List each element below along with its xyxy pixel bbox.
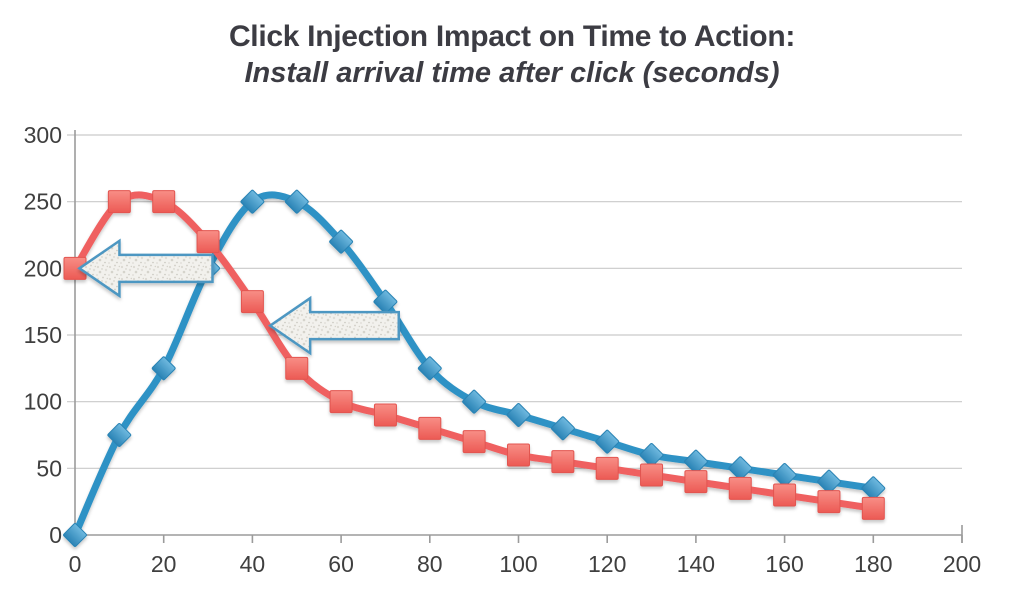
chart-title-line1: Click Injection Impact on Time to Action… [228, 20, 796, 53]
diamond-marker [373, 289, 398, 314]
square-marker [285, 356, 309, 380]
diamond-marker [462, 389, 486, 414]
red-square-series [63, 190, 885, 520]
diamond-marker [817, 469, 841, 494]
diamond-marker [284, 189, 309, 214]
x-tick-label: 140 [677, 551, 715, 577]
diamond-marker [417, 356, 442, 381]
x-tick-label: 80 [417, 551, 443, 577]
x-tick-label: 180 [854, 551, 892, 577]
square-marker [462, 430, 486, 454]
square-marker [684, 470, 708, 494]
y-tick-label: 50 [36, 455, 62, 481]
square-marker [728, 476, 752, 500]
diamond-marker [151, 356, 176, 381]
y-tick-label: 200 [24, 255, 62, 281]
diamond-marker [329, 229, 353, 254]
square-marker [107, 190, 131, 214]
red-square-series-line [71, 191, 877, 512]
square-marker [551, 450, 575, 474]
diamond-marker [63, 523, 87, 547]
diamond-marker [861, 476, 886, 501]
square-marker [507, 443, 530, 467]
square-marker [861, 496, 885, 520]
x-tick-label: 120 [588, 551, 626, 577]
y-tick-label: 150 [24, 322, 62, 348]
square-marker [817, 490, 841, 514]
x-tick-label: 200 [943, 551, 981, 577]
square-marker [595, 456, 619, 480]
shift-left-arrow-2 [267, 295, 401, 356]
diamond-marker [506, 403, 531, 427]
x-tick-label: 160 [765, 551, 803, 577]
diamond-marker [639, 443, 664, 467]
diamond-marker [551, 416, 575, 441]
square-marker [196, 230, 220, 254]
blue-diamond-series-line [71, 191, 877, 539]
y-tick-label: 250 [24, 189, 62, 215]
square-marker [773, 483, 797, 507]
y-tick-label: 300 [24, 122, 62, 148]
x-tick-label: 20 [151, 551, 177, 577]
square-marker [152, 190, 176, 214]
shift-left-arrow-1 [77, 238, 214, 299]
x-tick-label: 100 [499, 551, 537, 577]
diamond-marker [728, 456, 753, 481]
x-tick-label: 0 [69, 551, 82, 577]
x-tick-label: 40 [240, 551, 266, 577]
y-tick-label: 0 [49, 522, 62, 548]
diamond-marker [240, 189, 265, 214]
chart-title-line2: Install arrival time after click (second… [244, 56, 780, 89]
diamond-marker [107, 423, 132, 447]
diamond-marker [684, 449, 708, 474]
square-marker [240, 290, 264, 314]
square-marker [373, 403, 397, 427]
x-tick-label: 60 [328, 551, 354, 577]
chart-title: Click Injection Impact on Time to Action… [0, 20, 1024, 90]
square-marker [329, 390, 353, 414]
y-tick-label: 100 [24, 389, 62, 415]
square-marker [418, 416, 442, 440]
diamond-marker [595, 429, 620, 454]
square-marker [640, 463, 664, 487]
diamond-marker [772, 463, 797, 487]
